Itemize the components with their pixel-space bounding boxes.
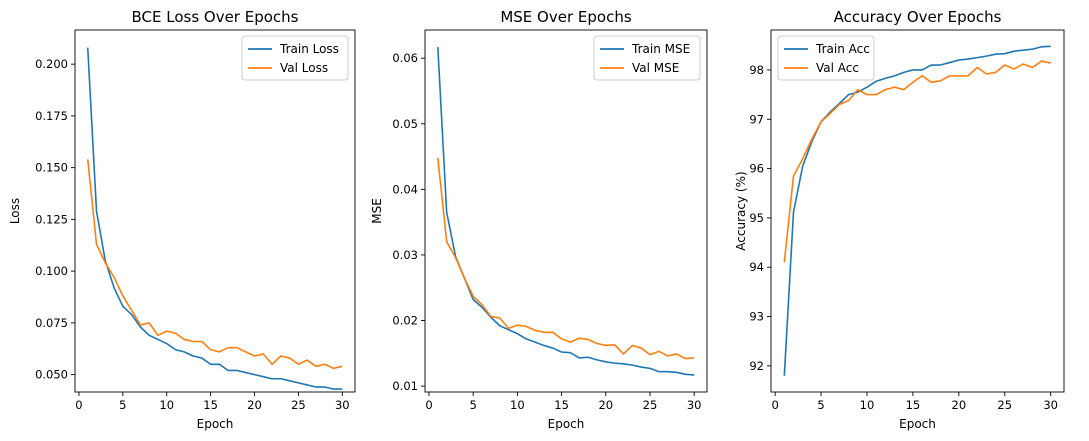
legend-box	[593, 35, 701, 81]
y-tick-label: 0.150	[35, 161, 68, 175]
x-tick-label: 25	[997, 398, 1012, 412]
x-tick-label: 15	[906, 398, 921, 412]
x-tick-label: 0	[425, 398, 432, 412]
legend-box	[777, 35, 875, 81]
legend-entry: Val Loss	[280, 61, 328, 75]
y-tick-label: 0.01	[392, 379, 418, 393]
legend-entry: Val Acc	[816, 61, 859, 75]
y-axis-label: MSE	[370, 198, 384, 224]
y-tick-label: 0.100	[35, 264, 68, 278]
y-tick-label: 0.200	[35, 57, 68, 71]
axes-frame	[74, 29, 356, 393]
x-tick-label: 15	[554, 398, 569, 412]
x-axis-label: Epoch	[548, 417, 585, 431]
y-tick-label: 0.075	[35, 316, 68, 330]
legend-entry: Train Loss	[279, 42, 339, 56]
x-tick-label: 30	[335, 398, 350, 412]
axes-frame	[770, 29, 1065, 393]
y-tick-label: 0.02	[392, 314, 418, 328]
series-line-2	[437, 157, 695, 360]
y-tick-label: 94	[749, 260, 764, 274]
legend-entry: Train MSE	[631, 42, 690, 56]
x-tick-label: 25	[643, 398, 658, 412]
y-tick-label: 0.06	[392, 51, 418, 65]
y-tick-label: 0.125	[35, 212, 68, 226]
axes-frame	[424, 29, 708, 393]
x-tick-label: 10	[510, 398, 525, 412]
x-tick-label: 5	[817, 398, 824, 412]
y-axis-label: Accuracy (%)	[734, 171, 748, 250]
x-tick-label: 0	[75, 398, 82, 412]
x-tick-label: 0	[771, 398, 778, 412]
y-tick-label: 97	[749, 112, 764, 126]
series-line-1	[437, 47, 695, 376]
chart-panel-2: MSE Over Epochs 0 5 10 15 20 25 30 0.01 0.02 0.03 0…	[370, 8, 708, 431]
chart-panel-3: Accuracy Over Epochs 0 5 10 15 20 25 30 92 93 94 95…	[734, 8, 1065, 431]
x-tick-label: 25	[291, 398, 306, 412]
x-tick-label: 10	[860, 398, 875, 412]
legend: Train Loss Val Loss	[241, 35, 349, 81]
x-tick-label: 20	[598, 398, 613, 412]
y-tick-label: 95	[749, 211, 764, 225]
x-tick-label: 10	[159, 398, 174, 412]
series-line-2	[783, 60, 1051, 263]
y-tick-label: 0.04	[392, 182, 418, 196]
x-tick-label: 5	[119, 398, 126, 412]
x-tick-label: 5	[470, 398, 477, 412]
y-tick-label: 0.175	[35, 109, 68, 123]
chart-title: BCE Loss Over Epochs	[131, 8, 298, 26]
chart-title: Accuracy Over Epochs	[834, 8, 1002, 26]
y-tick-label: 93	[749, 310, 764, 324]
x-axis-label: Epoch	[197, 417, 234, 431]
legend-entry: Val MSE	[632, 61, 679, 75]
x-tick-label: 20	[247, 398, 262, 412]
x-axis-label: Epoch	[899, 417, 936, 431]
series-line-1	[783, 45, 1051, 376]
y-tick-label: 98	[749, 63, 764, 77]
y-tick-label: 0.05	[392, 117, 418, 131]
y-tick-label: 0.03	[392, 248, 418, 262]
x-tick-label: 20	[952, 398, 967, 412]
y-tick-label: 92	[749, 359, 764, 373]
legend-entry: Train Acc	[815, 42, 870, 56]
x-tick-label: 30	[687, 398, 702, 412]
legend-box	[241, 35, 349, 81]
legend: Train MSE Val MSE	[593, 35, 701, 81]
chart-title: MSE Over Epochs	[500, 8, 631, 26]
series-line-2	[86, 159, 343, 370]
y-tick-label: 96	[749, 162, 764, 176]
legend: Train Acc Val Acc	[777, 35, 875, 81]
x-tick-label: 15	[203, 398, 218, 412]
y-tick-label: 0.050	[35, 368, 68, 382]
y-axis-label: Loss	[8, 198, 22, 224]
chart-panel-1: BCE Loss Over Epochs 0 5 10 15 20 25 30 0.050 0.0…	[8, 8, 356, 431]
x-tick-label: 30	[1043, 398, 1058, 412]
series-line-1	[86, 47, 343, 390]
